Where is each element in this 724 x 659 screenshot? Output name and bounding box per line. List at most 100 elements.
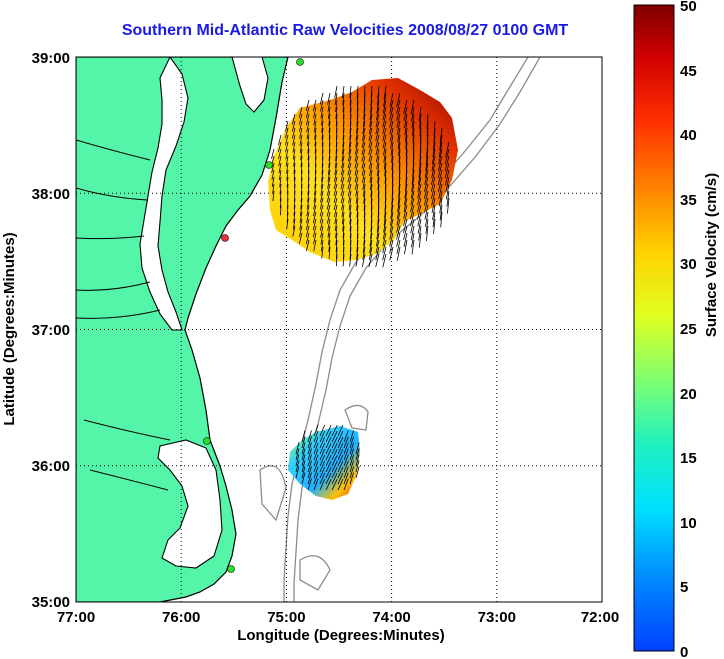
velocity-vector <box>321 134 324 147</box>
velocity-vector <box>410 190 415 206</box>
velocity-vector <box>417 211 422 227</box>
velocity-vector <box>349 120 352 134</box>
velocity-vector <box>356 113 359 127</box>
velocity-vector <box>319 204 324 217</box>
velocity-vector <box>313 436 319 449</box>
velocity-vector <box>363 232 366 246</box>
velocity-vector <box>298 113 303 125</box>
velocity-vector <box>403 106 408 122</box>
velocity-vector <box>349 246 352 260</box>
velocity-vector <box>325 461 332 473</box>
velocity-vector <box>377 169 380 184</box>
velocity-vector <box>417 190 422 206</box>
velocity-vector <box>306 120 310 133</box>
velocity-vector <box>425 148 429 164</box>
delaware-bay <box>231 57 269 113</box>
velocity-vector <box>431 197 436 213</box>
velocity-vector <box>444 148 450 165</box>
velocity-vector <box>410 218 415 234</box>
velocity-vector <box>361 162 366 176</box>
velocity-vector <box>411 176 415 192</box>
velocity-vector <box>335 106 338 120</box>
velocity-vector <box>319 478 326 491</box>
velocity-vector <box>286 162 289 174</box>
velocity-vector <box>342 127 345 141</box>
velocity-vector <box>314 176 317 189</box>
velocity-vector <box>313 472 319 485</box>
velocity-vector <box>319 430 326 443</box>
velocity-vector <box>331 467 338 479</box>
velocity-vector <box>426 225 429 241</box>
velocity-vector <box>271 176 275 188</box>
radar-station <box>265 161 273 169</box>
velocity-vector <box>355 127 359 141</box>
velocity-vector <box>396 106 401 121</box>
colorbar-tick-label: 5 <box>680 579 688 596</box>
velocity-vector <box>313 478 319 491</box>
velocity-vectors-north <box>271 85 450 268</box>
velocity-vector <box>438 148 443 165</box>
velocity-vector <box>349 466 354 479</box>
velocity-vector <box>361 148 366 162</box>
velocity-vector <box>292 113 296 125</box>
velocity-vector <box>362 169 366 183</box>
velocity-vector <box>278 141 282 153</box>
velocity-vector <box>384 204 387 219</box>
velocity-vector <box>319 197 324 210</box>
velocity-vector <box>326 183 331 196</box>
velocity-vector <box>377 85 380 100</box>
velocity-vector <box>356 197 359 211</box>
velocity-vector <box>306 197 310 210</box>
velocity-vector <box>439 127 443 144</box>
velocity-vector <box>404 190 408 206</box>
velocity-vector <box>405 169 408 185</box>
velocity-vector <box>410 211 415 227</box>
velocity-vector <box>369 169 373 184</box>
velocity-vector <box>340 162 345 176</box>
velocity-vector <box>370 218 373 233</box>
velocity-vector <box>325 449 332 461</box>
velocity-vector <box>328 232 331 245</box>
velocity-vector <box>278 155 282 167</box>
velocity-vector <box>307 176 310 189</box>
velocity-vector <box>432 211 436 228</box>
velocity-vector <box>398 141 401 157</box>
velocity-vector <box>307 460 312 473</box>
velocity-vector <box>403 99 408 114</box>
velocity-vector <box>279 190 282 202</box>
velocity-vector <box>319 92 324 105</box>
velocity-vector <box>295 442 300 455</box>
velocity-vector <box>426 141 429 157</box>
velocity-vector <box>307 472 312 485</box>
velocity-vector <box>285 134 289 146</box>
velocity-vector <box>307 141 310 154</box>
colorbar-label: Surface Velocity (cm/s) <box>703 173 720 337</box>
bathymetry-contours <box>259 57 541 602</box>
velocity-vector <box>410 225 415 241</box>
velocity-vector <box>384 169 387 184</box>
velocity-vector <box>305 232 310 244</box>
velocity-vector <box>343 448 349 461</box>
velocity-vector <box>361 155 366 169</box>
velocity-vector <box>432 141 436 158</box>
velocity-vector <box>356 204 359 218</box>
velocity-vector <box>293 162 296 174</box>
velocity-vector <box>337 442 344 455</box>
x-tick-label: 74:00 <box>372 609 410 626</box>
velocity-vector <box>313 454 319 467</box>
velocity-vector <box>301 436 306 449</box>
velocity-vector <box>337 430 344 443</box>
velocity-vector <box>337 454 344 467</box>
velocity-vector <box>368 141 373 155</box>
velocity-vector <box>286 169 289 181</box>
velocity-vector <box>321 246 324 259</box>
velocity-vector <box>325 437 332 449</box>
velocity-vector <box>349 448 354 461</box>
velocity-vector <box>313 232 317 245</box>
velocity-vector <box>286 218 289 230</box>
velocity-vector <box>320 183 324 196</box>
velocity-vector <box>336 253 338 267</box>
velocity-vector <box>382 253 387 268</box>
velocity-vector <box>331 455 338 467</box>
velocity-vector <box>278 162 282 174</box>
